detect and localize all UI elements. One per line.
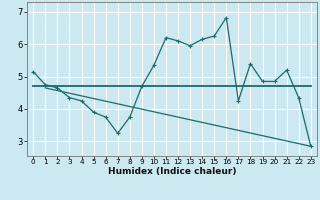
X-axis label: Humidex (Indice chaleur): Humidex (Indice chaleur) bbox=[108, 167, 236, 176]
